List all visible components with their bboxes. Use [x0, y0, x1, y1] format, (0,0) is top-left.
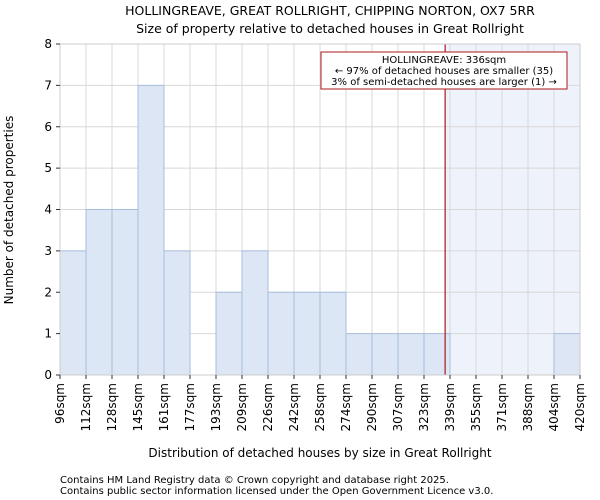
x-tick-label: 161sqm [157, 383, 171, 431]
x-tick-label: 371sqm [495, 383, 509, 431]
bar-290sqm [371, 333, 399, 376]
y-tick-label: 2 [44, 285, 52, 299]
bar-193sqm [215, 291, 243, 376]
bar-128sqm [111, 209, 139, 376]
x-tick-label: 209sqm [235, 383, 249, 431]
x-tick-label: 145sqm [131, 383, 145, 431]
annotation-frame [320, 51, 568, 90]
x-tick-label: 128sqm [105, 383, 119, 431]
bar-274sqm [345, 333, 373, 376]
x-tick-label: 404sqm [547, 383, 561, 431]
bar-112sqm [85, 209, 113, 376]
bar-145sqm [137, 84, 165, 376]
chart-subtitle: Size of property relative to detached ho… [136, 21, 524, 36]
x-ticks: 96sqm 112sqm 128sqm 145sqm 161sqm 177sqm 193sq… [53, 375, 587, 431]
y-tick-label: 1 [44, 327, 52, 341]
y-tick-label: 5 [44, 161, 52, 175]
y-tick-label: 0 [44, 368, 52, 382]
y-tick-label: 4 [44, 203, 52, 217]
footer-line2: Contains public sector information licen… [60, 486, 493, 497]
chart-title: HOLLINGREAVE, GREAT ROLLRIGHT, CHIPPING … [125, 3, 535, 18]
y-tick-label: 8 [44, 37, 52, 51]
x-tick-label: 274sqm [339, 383, 353, 431]
x-axis-label: Distribution of detached houses by size … [148, 446, 491, 460]
annotation-line1: HOLLINGREAVE: 336sqm [382, 55, 506, 66]
x-tick-label: 226sqm [261, 383, 275, 431]
plot-area: 0 1 2 3 4 5 6 7 8 96sqm 112sqm 128sqm 145sqm 161sqm 1… [44, 37, 587, 431]
bar-307sqm [397, 333, 425, 376]
x-tick-label: 242sqm [287, 383, 301, 431]
x-tick-label: 193sqm [209, 383, 223, 431]
bar-242sqm [293, 291, 321, 376]
bar-323sqm [423, 333, 451, 376]
x-tick-label: 177sqm [183, 383, 197, 431]
x-tick-label: 355sqm [469, 383, 483, 431]
bar-404sqm [553, 333, 581, 376]
x-tick-label: 112sqm [79, 383, 93, 431]
y-tick-label: 6 [44, 120, 52, 134]
bar-226sqm [267, 291, 295, 376]
annotation-line3: 3% of semi-detached houses are larger (1… [331, 77, 557, 88]
footer-line1: Contains HM Land Registry data © Crown c… [60, 475, 449, 486]
bar-209sqm [241, 250, 269, 376]
y-tick-label: 3 [44, 244, 52, 258]
y-ticks: 0 1 2 3 4 5 6 7 8 [44, 37, 60, 382]
x-tick-label: 290sqm [365, 383, 379, 431]
x-tick-label: 388sqm [521, 383, 535, 431]
x-tick-label: 420sqm [573, 383, 587, 431]
bar-161sqm [163, 250, 191, 376]
x-tick-label: 339sqm [443, 383, 457, 431]
x-tick-label: 96sqm [53, 383, 67, 424]
y-axis-label: Number of detached properties [2, 116, 16, 305]
bars [59, 84, 581, 376]
x-tick-label: 258sqm [313, 383, 327, 431]
annotation-line2: ← 97% of detached houses are smaller (35… [335, 66, 553, 77]
annotation-box: HOLLINGREAVE: 336sqm ← 97% of detached h… [320, 51, 568, 90]
y-tick-label: 7 [44, 78, 52, 92]
x-tick-label: 323sqm [417, 383, 431, 431]
x-tick-label: 307sqm [391, 383, 405, 431]
bar-96sqm [59, 250, 87, 376]
bar-258sqm [319, 291, 347, 376]
